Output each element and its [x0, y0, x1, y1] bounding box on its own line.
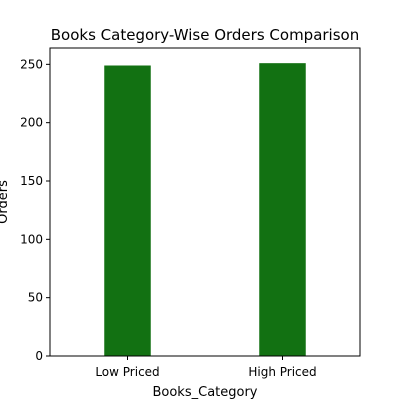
- x-axis-ticks: Low Priced High Priced: [95, 356, 317, 379]
- y-tick-label: 50: [28, 291, 43, 305]
- x-tick-label: High Priced: [248, 365, 316, 379]
- y-tick-label: 250: [20, 57, 43, 71]
- y-tick-label: 100: [20, 232, 43, 246]
- chart-title: Books Category-Wise Orders Comparison: [51, 26, 359, 44]
- y-axis-ticks: 0 50 100 150 200 250: [20, 57, 50, 363]
- bars-group: [104, 63, 306, 357]
- y-axis-label: Orders: [0, 180, 11, 224]
- y-tick-label: 200: [20, 116, 43, 130]
- y-tick-label: 150: [20, 174, 43, 188]
- bar-low-priced: [104, 65, 151, 356]
- y-tick-label: 0: [35, 349, 43, 363]
- plot-frame: [49, 47, 361, 357]
- x-axis-label: Books_Category: [152, 385, 257, 400]
- x-tick-label: Low Priced: [95, 365, 159, 379]
- bar-high-priced: [259, 63, 306, 357]
